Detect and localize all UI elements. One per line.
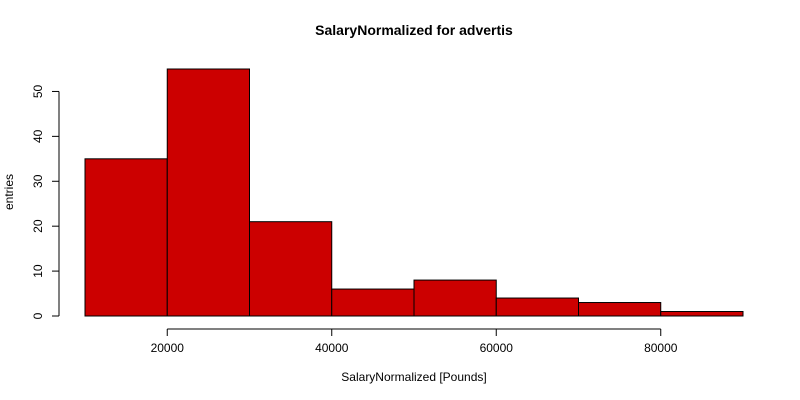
histogram-bar-6 xyxy=(578,302,662,317)
histogram-bar-7 xyxy=(660,311,744,317)
y-tick-label-40: 40 xyxy=(31,129,45,143)
x-tick-label-60000: 60000 xyxy=(480,341,514,355)
histogram-bar-5 xyxy=(495,297,579,317)
x-tick-label-20000: 20000 xyxy=(151,341,185,355)
x-axis-label: SalaryNormalized [Pounds] xyxy=(341,370,486,384)
y-tick-label-10: 10 xyxy=(31,264,45,278)
chart-title: SalaryNormalized for advertis xyxy=(315,22,513,38)
histogram-bar-4 xyxy=(413,279,497,317)
y-tick-label-30: 30 xyxy=(31,174,45,188)
bars-group xyxy=(84,68,744,317)
histogram-bar-0 xyxy=(84,158,168,317)
y-tick-label-0: 0 xyxy=(31,312,45,319)
histogram-bar-1 xyxy=(166,68,250,317)
y-axis: 0 10 20 30 40 50 xyxy=(31,84,60,319)
y-tick-label-20: 20 xyxy=(31,219,45,233)
x-tick-label-80000: 80000 xyxy=(644,341,678,355)
y-axis-label: entries xyxy=(2,174,16,210)
x-axis: 20000 40000 60000 80000 xyxy=(151,328,678,355)
x-tick-label-40000: 40000 xyxy=(315,341,349,355)
histogram-bar-2 xyxy=(249,221,333,317)
y-tick-label-50: 50 xyxy=(31,84,45,98)
histogram-bar-3 xyxy=(331,288,415,317)
